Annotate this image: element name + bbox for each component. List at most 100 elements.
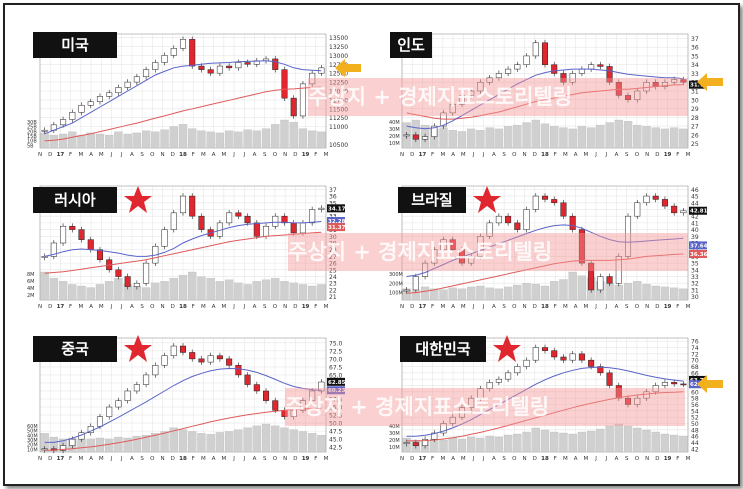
x-tick-label: 18 [541,304,549,310]
volume-tick-label: 20M [389,134,400,140]
candle-down [235,212,242,217]
country-label: 러시아 [33,187,117,213]
x-tick-label: A [130,304,134,310]
y-tick-label: 29 [691,106,699,113]
x-tick-label: F [554,304,557,310]
y-tick-label: 41 [691,220,699,227]
y-tick-label: 52.5 [329,413,343,420]
x-tick-label: A [253,304,257,310]
candle-down [189,195,196,217]
arrow-shape [335,58,361,77]
x-tick-label: A [615,456,619,462]
x-tick-label: F [431,456,434,462]
candle-down [680,79,687,83]
candle-down [207,69,214,74]
star-icon [473,186,501,213]
x-tick-label: M [563,304,568,310]
candle-down [578,353,585,361]
volume-bar [586,430,596,453]
volume-bar [522,283,531,301]
candle-up [440,423,447,434]
volume-bar [660,433,670,453]
chart-panel: 76747270686664626058565452504846444240M3… [388,334,723,466]
volume-bar [271,124,280,149]
volume-bar [169,427,178,453]
x-tick-label: A [451,304,455,310]
x-tick-label: F [69,152,72,158]
volume-bar [188,271,197,301]
volume-bar [633,427,642,453]
x-tick-label: N [161,304,165,310]
candle-down [606,276,613,284]
x-tick-label: N [523,152,527,158]
x-tick-label: D [171,304,175,310]
candle-up [106,92,113,97]
volume-bar [252,281,261,301]
y-tick-label: 13250 [329,44,348,51]
x-tick-label: S [625,304,629,310]
candle-down [253,384,260,392]
x-tick-label: M [99,152,104,158]
candle-down [541,347,549,351]
x-tick-label: J [110,152,113,158]
candle-down [124,276,131,287]
volume-bar [114,278,123,301]
candle-up [532,42,539,57]
candle-down [412,442,419,446]
volume-bar [86,287,95,301]
volume-bar [77,134,86,149]
y-tick-label: 68 [691,364,699,371]
x-tick-label: M [440,456,445,462]
candle-down [272,58,279,70]
volume-bar [206,278,215,301]
x-tick-label: S [140,304,144,310]
price-label: 42.81 [690,209,708,215]
x-tick-label: A [212,152,216,158]
volume-bar [243,427,252,453]
volume-bar [605,122,614,149]
candle-up [115,87,122,94]
x-tick-label: A [253,152,257,158]
x-tick-label: 19 [302,456,310,462]
x-tick-label: D [655,304,659,310]
volume-bar [467,286,476,301]
candle-up [422,136,429,140]
x-tick-label: J [472,152,475,158]
star-shape [493,335,521,362]
candle-up [309,390,316,401]
volume-bar [234,282,243,301]
candle-up [403,134,410,137]
candle-up [106,406,113,417]
volume-bar [261,128,271,149]
x-tick-label: A [130,456,134,462]
y-tick-label: 66 [691,370,699,377]
x-tick-label: J [482,456,485,462]
volume-bar [623,425,633,453]
x-tick-label: F [314,152,317,158]
sma-red-line [44,231,322,274]
arrow-icon [335,58,361,77]
x-tick-label: S [502,152,506,158]
y-tick-label: 50 [691,421,699,428]
x-tick-label: J [472,304,475,310]
price-label-bg [327,386,345,395]
x-tick-label: 17 [57,304,65,310]
volume-bar [679,288,688,301]
volume-bar [68,284,77,301]
candle-up [299,400,306,411]
x-tick-label: D [533,456,537,462]
x-tick-label: O [512,456,517,462]
arrow-shape [697,73,723,92]
candle-up [486,382,493,389]
y-tick-label: 42 [691,446,699,453]
y-tick-label: 32 [691,281,699,288]
x-tick-label: D [48,304,52,310]
y-tick-label: 40 [691,227,699,234]
volume-bar [178,124,188,149]
x-tick-label: M [221,456,226,462]
candle-up [671,79,678,83]
candle-up [133,76,140,83]
x-tick-label: M [686,152,691,158]
volume-bar [224,431,234,453]
x-tick-label: A [212,456,216,462]
